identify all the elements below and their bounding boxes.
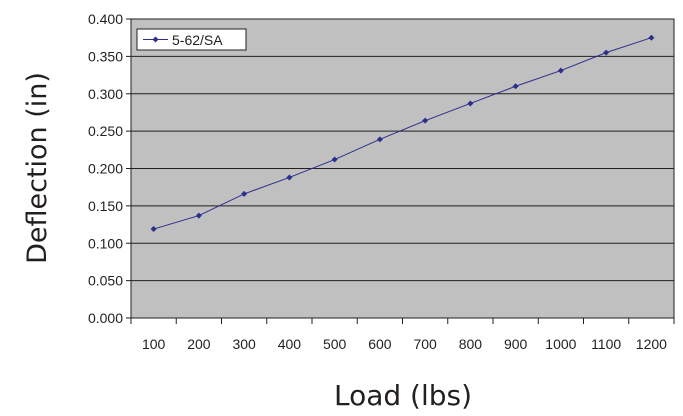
series-layer (150, 34, 655, 233)
x-tick-label: 500 (323, 336, 347, 352)
y-tick-label: 0.050 (88, 273, 123, 289)
data-point (331, 156, 338, 163)
y-tick-labels: 0.000 0.050 0.100 0.150 0.200 0.250 0.300 0.350… (88, 11, 123, 326)
data-point (467, 100, 474, 107)
data-point (648, 34, 655, 41)
legend-box (136, 28, 247, 51)
data-point (512, 83, 519, 90)
legend-marker (152, 36, 159, 43)
x-tick-label: 300 (232, 336, 256, 352)
data-point (195, 212, 202, 219)
y-tick-label: 0.200 (88, 161, 123, 177)
x-tick-label: 1200 (636, 336, 667, 352)
y-tick-label: 0.400 (88, 11, 123, 27)
data-point (422, 117, 429, 124)
x-tick-label: 200 (187, 336, 211, 352)
x-tick-label: 700 (413, 336, 437, 352)
x-tick-label: 400 (278, 336, 302, 352)
x-tick-label: 900 (504, 336, 528, 352)
x-tick-label: 1100 (591, 336, 621, 352)
x-tick-labels: 100 200 300 400 500 600 700 800 900 1000 1100 1200 (142, 336, 667, 352)
x-tick-label: 100 (142, 336, 166, 352)
legend: 5-62/SA (136, 28, 247, 51)
y-tick-label: 0.300 (88, 86, 123, 102)
data-point (376, 136, 383, 143)
axes (126, 18, 675, 324)
y-tick-label: 0.150 (88, 198, 123, 214)
series-line (153, 37, 652, 230)
x-tick-label: 800 (459, 336, 483, 352)
data-point (603, 49, 610, 56)
data-point (241, 190, 248, 197)
legend-label: 5-62/SA (172, 32, 223, 48)
x-tick-label: 600 (368, 336, 392, 352)
y-tick-label: 0.250 (88, 123, 123, 139)
data-point (150, 226, 157, 233)
y-tick-label: 0.100 (88, 235, 123, 251)
x-tick-label: 1000 (545, 336, 576, 352)
y-tick-label: 0.000 (88, 310, 123, 326)
y-tick-label: 0.350 (88, 48, 123, 64)
gridlines (131, 55, 674, 282)
data-point (286, 174, 293, 181)
x-axis-title: Load (lbs) (334, 379, 472, 412)
y-axis-title: Deflection (in) (22, 72, 53, 264)
data-point (557, 67, 564, 74)
